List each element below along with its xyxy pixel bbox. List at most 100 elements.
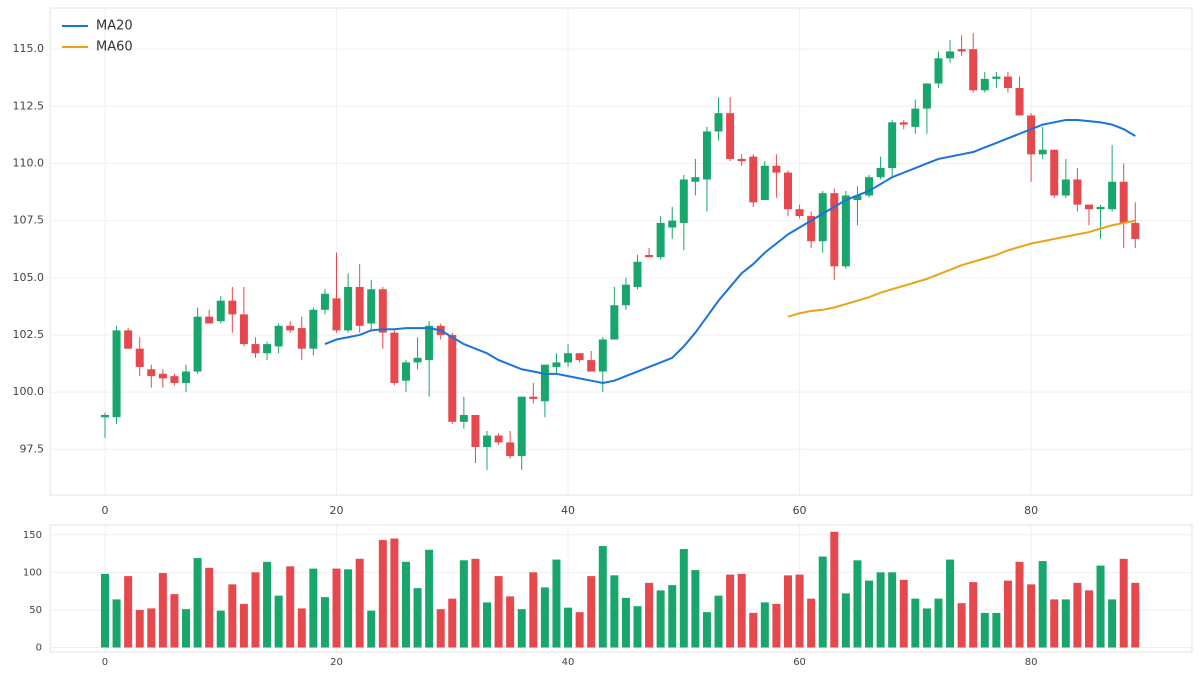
candle-body xyxy=(320,293,329,310)
candle-body xyxy=(147,369,156,377)
candle-body xyxy=(263,344,272,354)
volume-bar xyxy=(621,597,630,648)
volume-panel xyxy=(49,524,1193,653)
candle-body xyxy=(876,168,885,178)
candle-body xyxy=(702,131,711,180)
volume-bar xyxy=(1027,584,1036,648)
candle-body xyxy=(1108,181,1117,210)
volume-bar xyxy=(749,612,758,648)
volume-bar xyxy=(239,603,248,648)
x-tick-label: 0 xyxy=(102,657,108,668)
candle-body xyxy=(645,254,654,258)
candle-body xyxy=(216,300,225,322)
y-tick-label: 105.0 xyxy=(13,271,45,284)
candle-body xyxy=(425,325,434,361)
volume-bar xyxy=(100,573,109,648)
volume-bar xyxy=(818,556,827,648)
candle-body xyxy=(355,286,364,326)
volume-bar xyxy=(795,574,804,648)
candle-body xyxy=(1015,88,1024,116)
volume-bar xyxy=(413,588,422,648)
candle-body xyxy=(772,165,781,173)
candle-body xyxy=(506,442,515,457)
candle-body xyxy=(980,78,989,91)
volume-bar xyxy=(737,573,746,648)
candle-body xyxy=(865,177,874,196)
candle-body xyxy=(100,414,109,418)
candle-body xyxy=(969,49,978,91)
volume-bar xyxy=(1131,582,1140,648)
candle-body xyxy=(459,414,468,422)
x-tick-label: 80 xyxy=(1024,504,1038,517)
candle-body xyxy=(992,76,1001,79)
volume-bar xyxy=(355,558,364,648)
volume-bar xyxy=(251,572,260,648)
candle-body xyxy=(656,222,665,258)
volume-bar xyxy=(286,566,295,648)
volume-bar xyxy=(610,575,619,648)
volume-bar xyxy=(1038,561,1047,648)
candle-body xyxy=(888,122,897,169)
candle-body xyxy=(286,325,295,331)
volume-bar xyxy=(911,598,920,648)
candle-body xyxy=(1084,204,1093,210)
volume-bar xyxy=(656,590,665,648)
candle-body xyxy=(1050,149,1059,196)
candle-body xyxy=(124,330,133,349)
y-tick-label: 100 xyxy=(23,567,42,578)
volume-bar xyxy=(1061,599,1070,648)
volume-bar xyxy=(992,612,1001,648)
volume-bar xyxy=(598,546,607,648)
candle-body xyxy=(529,396,538,399)
y-tick-label: 107.5 xyxy=(13,214,45,227)
volume-bar xyxy=(390,538,399,648)
candle-body xyxy=(946,51,955,59)
volume-bar xyxy=(135,609,144,648)
x-tick-label: 60 xyxy=(793,504,807,517)
candle-body xyxy=(182,371,191,383)
y-tick-label: 110.0 xyxy=(13,156,45,169)
candle-body xyxy=(691,177,700,182)
volume-bar xyxy=(702,612,711,648)
volume-bar xyxy=(1084,590,1093,648)
volume-bar xyxy=(378,540,387,648)
candle-body xyxy=(494,435,503,443)
candle-body xyxy=(633,261,642,287)
volume-bar xyxy=(1108,599,1117,648)
candle-body xyxy=(610,305,619,340)
volume-bar xyxy=(401,561,410,648)
candle-body xyxy=(575,353,584,361)
volume-bar xyxy=(483,602,492,648)
candle-body xyxy=(714,113,723,132)
candle-body xyxy=(170,376,179,383)
y-tick-label: 97.5 xyxy=(20,442,45,455)
candle-body xyxy=(228,300,237,315)
candle-body xyxy=(239,314,248,345)
candle-body xyxy=(344,286,353,331)
candle-body xyxy=(413,357,422,363)
volume-bar xyxy=(170,594,179,648)
candle-body xyxy=(911,108,920,127)
volume-bar xyxy=(112,599,121,648)
candle-body xyxy=(1131,222,1140,239)
volume-bar xyxy=(760,602,769,648)
volume-bar xyxy=(471,558,480,648)
candle-body xyxy=(309,309,318,349)
volume-bar xyxy=(425,549,434,648)
volume-bar xyxy=(575,612,584,648)
volume-bar xyxy=(320,597,329,648)
volume-bar xyxy=(459,560,468,648)
candle-body xyxy=(668,220,677,228)
price-panel xyxy=(49,7,1193,496)
candle-body xyxy=(899,122,908,125)
candle-body xyxy=(1073,179,1082,205)
candle-body xyxy=(1119,181,1128,223)
volume-bar xyxy=(1003,580,1012,648)
legend-label: MA60 xyxy=(96,40,133,55)
volume-bar xyxy=(679,549,688,648)
candle-body xyxy=(749,156,758,203)
volume-bar xyxy=(922,608,931,648)
candle-body xyxy=(737,158,746,162)
candle-body xyxy=(517,396,526,457)
volume-bar xyxy=(934,598,943,648)
